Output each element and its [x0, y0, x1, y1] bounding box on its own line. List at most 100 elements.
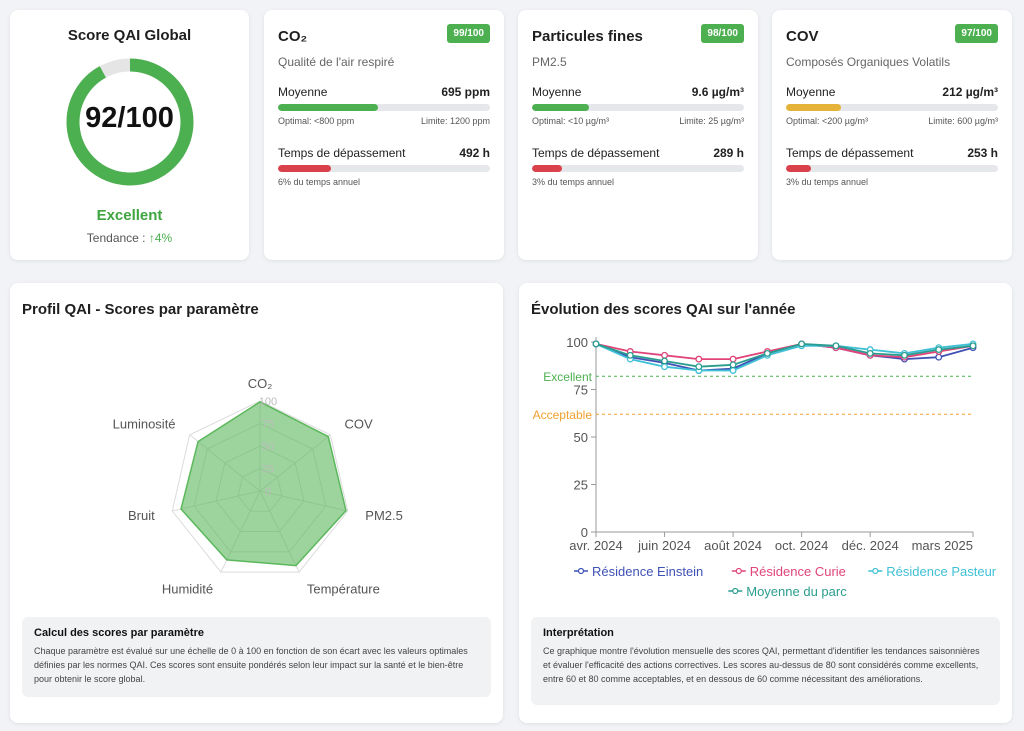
radar-category-label: Température	[307, 581, 380, 596]
series-point[interactable]	[935, 346, 943, 354]
exceedance-bar	[786, 165, 998, 172]
series-point[interactable]	[661, 363, 668, 371]
global-score-card: Score QAI Global 92/100 Excellent Tendan…	[10, 10, 249, 260]
series-line	[595, 343, 974, 372]
radar-category-label: Luminosité	[113, 417, 176, 432]
x-tick-label: oct. 2024	[775, 538, 829, 553]
line-title: Évolution des scores QAI sur l'année	[531, 301, 796, 318]
limit-label: Limite: 1200 ppm	[420, 116, 490, 126]
optimal-label: Optimal: <10 µg/m³	[532, 116, 609, 126]
average-value: 695 ppm	[441, 85, 490, 99]
exceedance-note: 3% du temps annuel	[786, 177, 998, 187]
radar-grid-ring	[171, 400, 349, 573]
limit-label: Limite: 25 µg/m³	[679, 116, 744, 126]
exceedance-value: 492 h	[459, 146, 490, 160]
series-line	[595, 342, 974, 368]
average-row: Moyenne 212 µg/m³	[786, 85, 998, 99]
average-label: Moyenne	[278, 85, 328, 99]
param-score-badge: 97/100	[955, 24, 998, 43]
global-score-title: Score QAI Global	[67, 27, 192, 44]
param-subtitle: PM2.5	[532, 55, 567, 69]
radar-category-label: CO₂	[248, 376, 273, 391]
series-point[interactable]	[661, 357, 668, 365]
series-point[interactable]	[729, 355, 737, 363]
series-point[interactable]	[695, 355, 703, 363]
y-tick-label: 25	[574, 478, 588, 493]
param-score-badge: 99/100	[447, 24, 490, 43]
y-tick-label: 75	[574, 383, 588, 398]
y-tick-label: 0	[581, 525, 588, 540]
series-point[interactable]	[866, 349, 874, 357]
average-bar	[278, 104, 490, 111]
radar-tick-label: 50	[262, 441, 274, 453]
series-point[interactable]	[729, 361, 737, 369]
line-card: Évolution des scores QAI sur l'année 0 25…	[519, 283, 1012, 723]
legend-label[interactable]: Moyenne du parc	[746, 584, 847, 599]
radar-card: Profil QAI - Scores par paramètre 0 25 50 7…	[10, 283, 503, 723]
line-info-box: Interprétation Ce graphique montre l'évo…	[531, 617, 1000, 705]
average-value: 212 µg/m³	[942, 85, 998, 99]
radar-series-area	[180, 401, 347, 567]
series-point[interactable]	[832, 342, 840, 350]
limit-label: Limite: 600 µg/m³	[928, 116, 998, 126]
series-point[interactable]	[798, 340, 806, 348]
exceedance-bar-fill	[278, 165, 331, 172]
series-point[interactable]	[695, 363, 703, 371]
exceedance-label: Temps de dépassement	[786, 146, 914, 160]
threshold-label: Excellent	[543, 370, 592, 384]
series-point[interactable]	[901, 351, 908, 359]
exceedance-row: Temps de dépassement 253 h	[786, 146, 998, 160]
global-score-ring	[66, 58, 194, 186]
global-score-rating: Excellent	[96, 207, 163, 224]
trend-label: Tendance :	[86, 231, 146, 245]
global-score-value: 92/100	[85, 102, 174, 134]
series-line	[595, 342, 974, 360]
param-title: CO₂	[278, 28, 308, 45]
radar-tick-label: 100	[259, 396, 277, 408]
radar-category-label: PM2.5	[365, 508, 403, 523]
average-bar-fill	[786, 104, 842, 111]
global-trend: Tendance : ↑4%	[10, 231, 249, 245]
radar-info-box: Calcul des scores par paramètre Chaque p…	[22, 617, 491, 697]
legend-marker	[732, 587, 739, 595]
average-label: Moyenne	[786, 85, 836, 99]
radar-title: Profil QAI - Scores par paramètre	[22, 301, 259, 318]
param-card: Particules fines 98/100 PM2.5 Moyenne 9.6 µg…	[518, 10, 758, 260]
x-tick-label: juin 2024	[637, 538, 691, 553]
param-subtitle: Qualité de l'air respiré	[278, 55, 395, 69]
series-point[interactable]	[935, 353, 943, 361]
line-info-text: Ce graphique montre l'évolution mensuell…	[543, 646, 980, 684]
exceedance-note: 6% du temps annuel	[278, 177, 490, 187]
exceedance-value: 289 h	[713, 146, 744, 160]
exceedance-row: Temps de dépassement 289 h	[532, 146, 744, 160]
line-chart: 0 25 50 75 100 Excellent Acceptable avr. 2024 ju…	[533, 335, 997, 599]
exceedance-label: Temps de dépassement	[532, 146, 660, 160]
series-point[interactable]	[626, 351, 634, 359]
exceedance-note: 3% du temps annuel	[532, 177, 744, 187]
series-point[interactable]	[763, 349, 771, 357]
legend-label[interactable]: Résidence Curie	[750, 564, 846, 579]
series-point[interactable]	[969, 342, 977, 350]
x-tick-label: avr. 2024	[569, 538, 623, 553]
average-bar	[786, 104, 998, 111]
average-range: Optimal: <10 µg/m³ Limite: 25 µg/m³	[532, 116, 744, 126]
radar-tick-label: 75	[262, 419, 274, 431]
exceedance-bar	[278, 165, 490, 172]
exceedance-bar	[532, 165, 744, 172]
series-point[interactable]	[661, 351, 668, 359]
exceedance-row: Temps de dépassement 492 h	[278, 146, 490, 160]
trend-value: ↑4%	[148, 231, 173, 245]
legend-label[interactable]: Résidence Pasteur	[886, 564, 997, 579]
line-info-title: Interprétation	[543, 627, 614, 639]
y-tick-label: 100	[566, 335, 588, 350]
legend-marker	[872, 567, 879, 575]
x-tick-label: août 2024	[704, 538, 762, 553]
average-label: Moyenne	[532, 85, 582, 99]
legend-label[interactable]: Résidence Einstein	[592, 564, 703, 579]
exceedance-note-text: 3% du temps annuel	[532, 177, 615, 187]
series-point[interactable]	[729, 367, 737, 374]
series-point[interactable]	[592, 340, 600, 348]
radar-category-label: COV	[344, 417, 373, 432]
param-card: COV 97/100 Composés Organiques Volatils Moy…	[772, 10, 1012, 260]
average-bar-fill	[532, 104, 590, 111]
